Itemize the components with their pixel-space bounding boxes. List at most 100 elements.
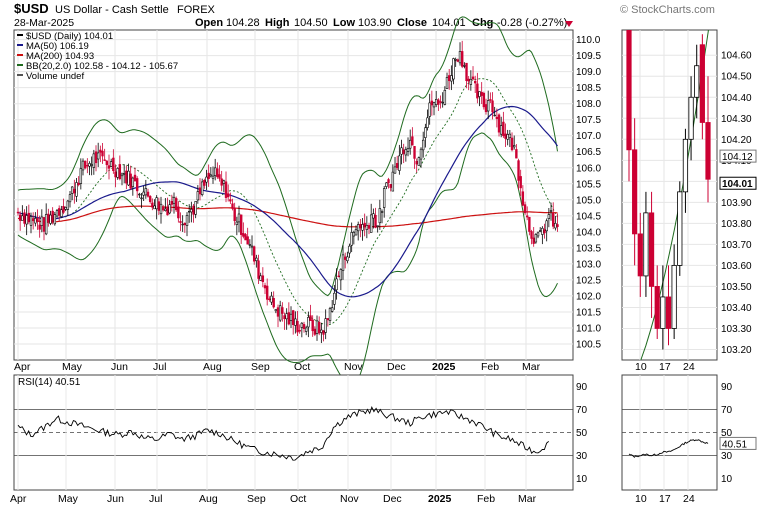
price-candle [190,209,193,213]
price-candle [281,307,284,314]
rsi-xtick-label: 10 [635,493,647,505]
rsi-xtick-label: Nov [340,493,359,505]
zoom-price-panel: 103.20 103.30 103.40 103.50 103.60 103.70 103.… [621,29,757,373]
price-candle [94,151,98,164]
rsi-xtick-label: Dec [383,493,402,505]
price-candle [151,202,154,208]
close-value: 104.01 [432,17,466,29]
price-candle [148,196,152,203]
price-candle [296,320,299,333]
price-candle [200,181,204,195]
zoom-tick-label: 103.60 [721,261,752,272]
price-candle [395,163,399,169]
price-candle [285,313,288,320]
price-candle [233,207,236,222]
symbol-name: US Dollar - Cash Settle [55,4,169,16]
zoom-rsi-panel: 10 30 50 70 90 10 17 24 40.51 [621,374,757,505]
price-tick-label: 104.5 [576,211,601,222]
price-tick-label: 101.0 [576,323,601,334]
price-candle [291,310,295,326]
price-candle [40,216,44,226]
price-candle [363,222,366,227]
zoom-tick-label: 104.40 [721,93,752,104]
price-candle [116,168,119,178]
rsi-line [17,406,549,461]
price-candle [367,225,371,229]
zoom-tick-label: 104.50 [721,72,752,83]
price-candle [96,152,100,160]
price-candle [34,218,37,224]
high-value: 104.50 [294,17,328,29]
price-candle [506,134,509,140]
price-tick-label: 106.5 [576,147,601,158]
open-label: Open [195,17,223,29]
price-candle [309,315,312,321]
price-candle [261,275,265,283]
price-candle [183,223,187,226]
zoom-candle [654,286,660,329]
bb-middle-line [17,78,558,326]
price-candle [146,191,150,197]
legend-entry: BB(20,2.0) 102.58 - 104.12 - 105.67 [26,61,178,72]
price-candle [66,200,70,210]
price-candle [369,214,373,233]
price-candle [122,173,126,175]
price-candle [187,211,191,213]
price-candle [142,191,145,196]
legend-swatch [17,64,23,66]
zoom-candle [665,296,672,329]
zoom-candle [643,212,649,277]
price-candle [439,101,442,103]
price-panel: 100.5 101.0 101.5 102.0 102.5 103.0 103.5 104.0… [13,16,601,385]
rsi-xtick-label: May [58,493,79,505]
price-candle [60,209,63,217]
price-candle [224,181,228,198]
price-candle [484,104,488,113]
symbol: $USD [14,1,49,16]
price-tick-label: 105.5 [576,179,601,190]
price-candle [504,133,507,139]
price-candle [385,182,388,187]
price-candle [528,216,531,232]
price-candle [322,330,325,335]
price-candle [272,298,275,308]
price-tick-label: 108.5 [576,83,601,94]
price-candle [31,218,35,221]
price-candle [226,193,230,198]
legend-entry: $USD (Daily) 104.01 [26,31,113,42]
rsi-xtick-label: 17 [659,493,671,505]
price-xtick-label: May [62,361,83,373]
price-candle [51,210,54,223]
price-candle [486,100,490,112]
price-candle [413,146,416,159]
price-candle [541,227,544,235]
price-candle [114,171,117,178]
rsi-xtick-label: Apr [10,493,27,505]
price-candle [213,167,217,176]
price-candle [372,213,375,219]
price-tick-label: 101.5 [576,307,601,318]
price-candle [270,295,273,303]
bb-mid-tag: 104.12 [719,149,757,163]
price-candle [430,100,434,106]
rsi-xtick-label: 2025 [428,493,452,505]
price-candle [463,65,466,67]
price-candle [391,171,395,192]
rsi-xtick-label: Aug [199,493,218,505]
price-candle [289,313,293,321]
price-candle [75,182,78,197]
price-candle [83,160,87,169]
zoom-rsi-yaxis: 10 30 50 70 90 [721,382,733,485]
price-candle [549,210,553,212]
price-candle [205,176,208,183]
price-candle [393,166,397,174]
zoom-candle [682,138,689,193]
price-candle [467,78,470,82]
rsi-tick-label: 30 [576,451,588,462]
price-candle [348,245,351,254]
price-candle [426,117,429,128]
price-candle [129,173,132,189]
zoom-candle [671,265,677,329]
price-candle [166,206,169,216]
price-candle [174,198,178,211]
